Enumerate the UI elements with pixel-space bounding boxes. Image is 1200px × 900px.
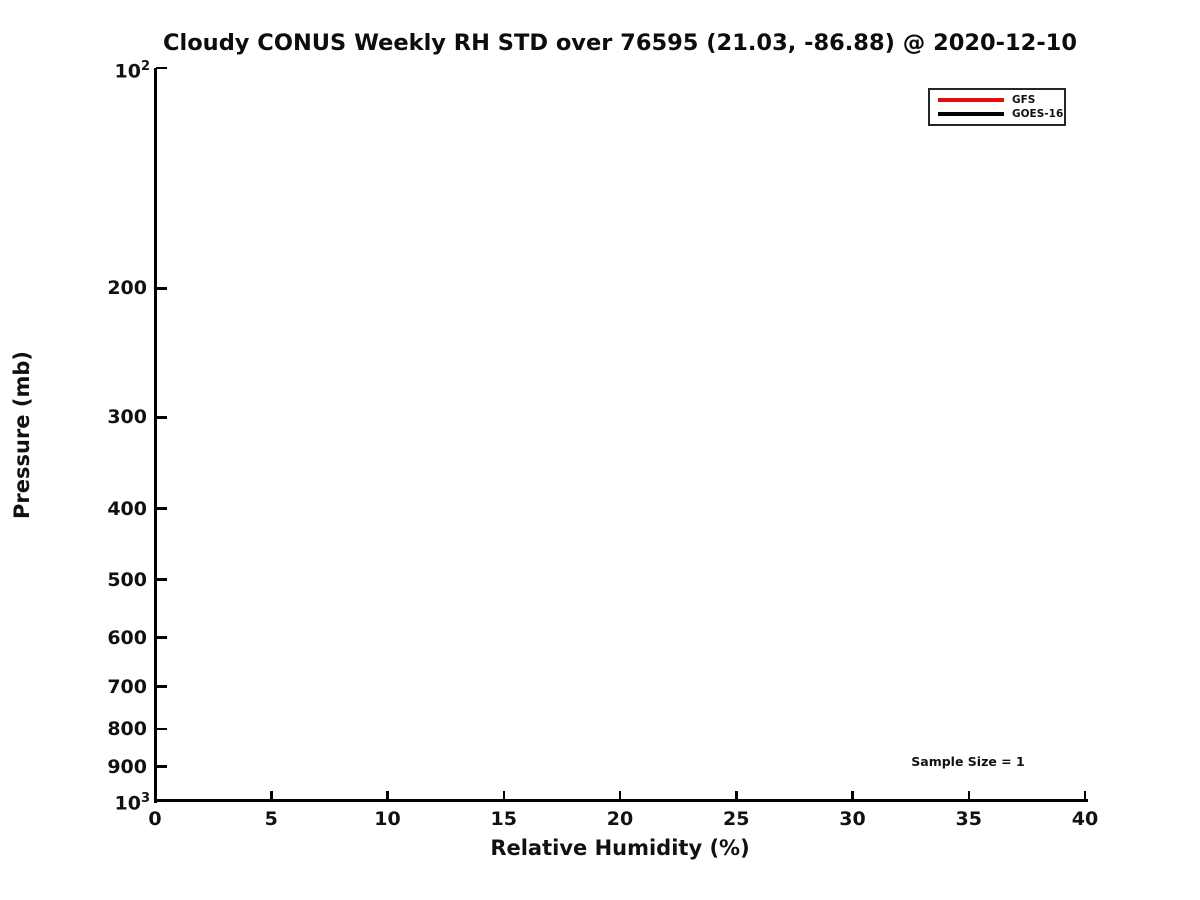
y-axis-bottom-tick-label: 103 [114, 791, 151, 815]
y-tick-mark [156, 507, 167, 510]
y-tick-label: 600 [107, 626, 147, 649]
y-tick-mark [156, 727, 167, 731]
x-tick-mark [967, 791, 970, 802]
x-tick-label: 20 [606, 808, 634, 830]
x-tick-label: 30 [839, 808, 866, 830]
y-axis-spine [154, 68, 157, 803]
y-tick-mark [156, 416, 167, 419]
y-tick-mark [156, 578, 167, 581]
y-tick-mark [156, 765, 167, 768]
y-tick-label: 200 [107, 277, 147, 300]
x-tick-mark [502, 791, 505, 802]
y-tick-label: 500 [107, 568, 147, 591]
x-tick-mark [386, 791, 389, 802]
x-tick-label: 15 [490, 808, 517, 830]
y-axis-top-tick-label: 102 [114, 59, 151, 83]
x-axis-label: Relative Humidity (%) [490, 836, 750, 860]
y-tick-label: 400 [107, 497, 147, 520]
y-tick-label: 900 [107, 755, 147, 778]
sample-size-annotation: Sample Size = 1 [911, 754, 1025, 769]
x-tick-mark [735, 791, 738, 802]
y-tick-mark [156, 287, 167, 290]
x-tick-label: 25 [723, 808, 750, 830]
x-tick-label: 10 [374, 808, 401, 830]
x-tick-mark [153, 791, 157, 802]
legend-item: GFS [938, 93, 1058, 107]
x-tick-label: 40 [1071, 808, 1099, 830]
y-tick-mark [156, 66, 167, 70]
x-tick-mark [618, 791, 622, 802]
y-tick-label: 800 [107, 718, 147, 741]
legend-line-swatch [938, 98, 1004, 102]
y-tick-label: 700 [107, 675, 147, 698]
y-tick-label: 300 [107, 406, 147, 429]
x-tick-mark [1083, 791, 1087, 802]
x-tick-label: 0 [148, 808, 162, 830]
chart-title: Cloudy CONUS Weekly RH STD over 76595 (2… [163, 30, 1077, 56]
x-tick-mark [851, 791, 854, 802]
legend-label: GOES-16 [1012, 108, 1064, 120]
legend-label: GFS [1012, 94, 1036, 106]
y-tick-mark [156, 798, 167, 802]
legend-item: GOES-16 [938, 107, 1063, 121]
x-tick-label: 35 [955, 808, 982, 830]
y-tick-mark [156, 685, 167, 688]
legend: GFS GOES-16 [928, 88, 1066, 126]
x-tick-label: 5 [264, 808, 278, 830]
x-tick-mark [270, 791, 273, 802]
y-tick-mark [156, 636, 167, 639]
y-axis-label: Pressure (mb) [10, 351, 34, 519]
legend-line-swatch [938, 112, 1004, 116]
